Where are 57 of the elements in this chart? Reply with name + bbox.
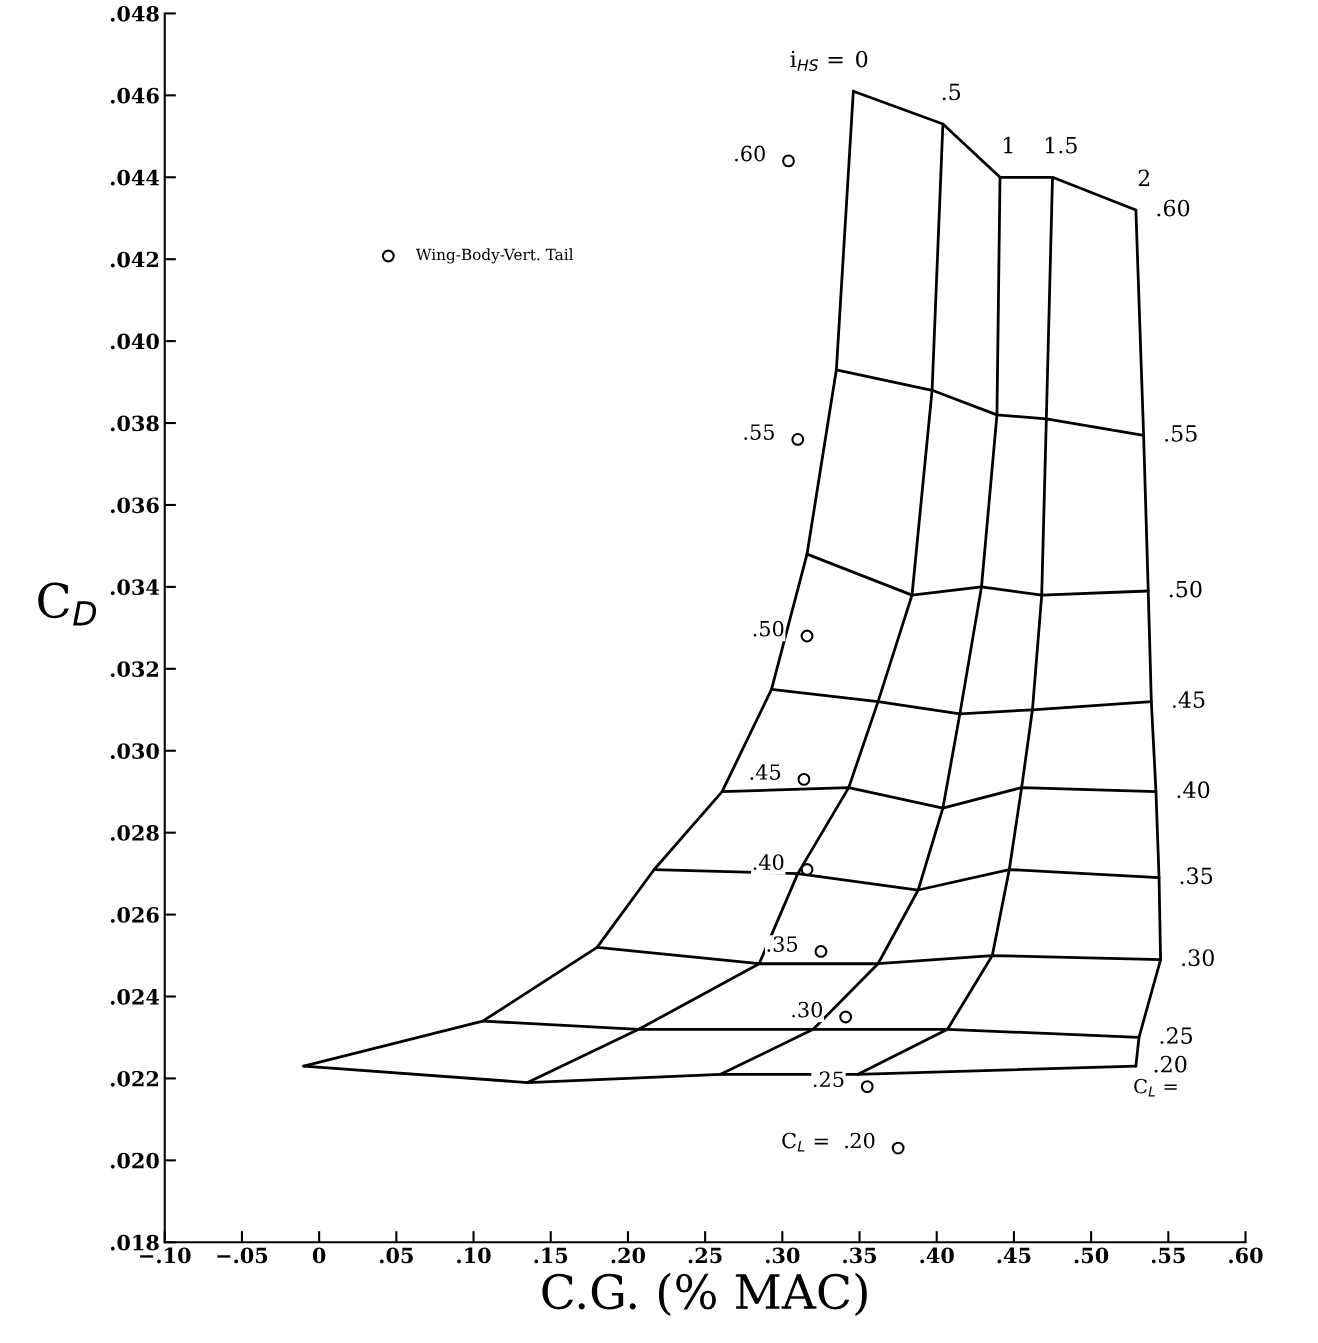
y-tick-label: .048	[110, 5, 159, 22]
y-tick-label: .038	[110, 415, 159, 432]
x-tick-label: .30	[765, 1247, 800, 1264]
x-tick-label: −.05	[217, 1247, 268, 1264]
annotation: .25	[813, 1071, 844, 1088]
y-tick-label: .024	[110, 988, 160, 1005]
x-tick-label: .05	[379, 1247, 413, 1264]
annotation: .50	[753, 620, 784, 637]
series-label: .5	[942, 83, 961, 101]
x-tick-label: .15	[534, 1247, 568, 1264]
annotation: C$_{L}$ =	[1134, 1078, 1177, 1097]
x-tick-label: .40	[920, 1247, 954, 1264]
series-label: 1.5	[1045, 136, 1077, 154]
x-tick-label: .55	[1151, 1247, 1185, 1264]
annotation: .45	[750, 764, 781, 780]
x-tick-label: .35	[843, 1247, 877, 1264]
x-tick-label: .10	[457, 1247, 491, 1264]
x-tick-label: .20	[611, 1247, 646, 1264]
y-tick-label: .042	[110, 251, 159, 268]
y-tick-label: .020	[110, 1152, 159, 1169]
series-label: .20	[1154, 1055, 1187, 1073]
series-label: .25	[1160, 1027, 1193, 1044]
y-tick-label: .034	[110, 579, 160, 596]
annotation: i$_{HS}$ =	[790, 50, 843, 71]
series-label: .40	[1177, 781, 1210, 799]
y-tick-label: .046	[110, 87, 159, 104]
y-tick-label: .026	[110, 907, 159, 923]
x-tick-label: .60	[1229, 1247, 1263, 1264]
series-label: 2	[1138, 169, 1150, 186]
x-tick-label: .50	[1074, 1247, 1109, 1264]
y-tick-label: .044	[110, 169, 160, 186]
annotation: .55	[744, 424, 774, 440]
series-label: .30	[1182, 949, 1214, 967]
x-tick-label: .25	[688, 1247, 722, 1264]
series-label: .60	[1157, 199, 1190, 217]
series-label: .45	[1172, 691, 1205, 709]
series-label: .55	[1165, 425, 1197, 442]
annotation: .35	[767, 936, 798, 952]
y-tick-label: .022	[110, 1070, 159, 1087]
legend-label: Wing-Body-Vert. Tail	[415, 248, 574, 264]
x-tick-label: .45	[997, 1247, 1031, 1264]
y-axis-title: C$_{D}$	[38, 582, 97, 626]
annotation: .30	[792, 1001, 823, 1018]
y-tick-label: .040	[110, 333, 159, 350]
annotation: .60	[735, 145, 765, 162]
series-label: .50	[1169, 580, 1202, 598]
series-label: 0	[856, 50, 868, 68]
y-tick-label: .030	[110, 743, 159, 759]
y-tick-label: .028	[110, 825, 159, 841]
x-axis-title: C.G. (% MAC)	[542, 1272, 867, 1317]
annotation: C$_{L}$ = .20	[782, 1132, 875, 1152]
y-tick-label: .032	[110, 661, 159, 678]
y-tick-label: .036	[110, 497, 159, 514]
x-tick-label: 0	[312, 1247, 326, 1264]
series-label: 1	[1004, 136, 1013, 154]
annotation: .40	[753, 854, 784, 871]
series-label: .35	[1180, 867, 1213, 885]
